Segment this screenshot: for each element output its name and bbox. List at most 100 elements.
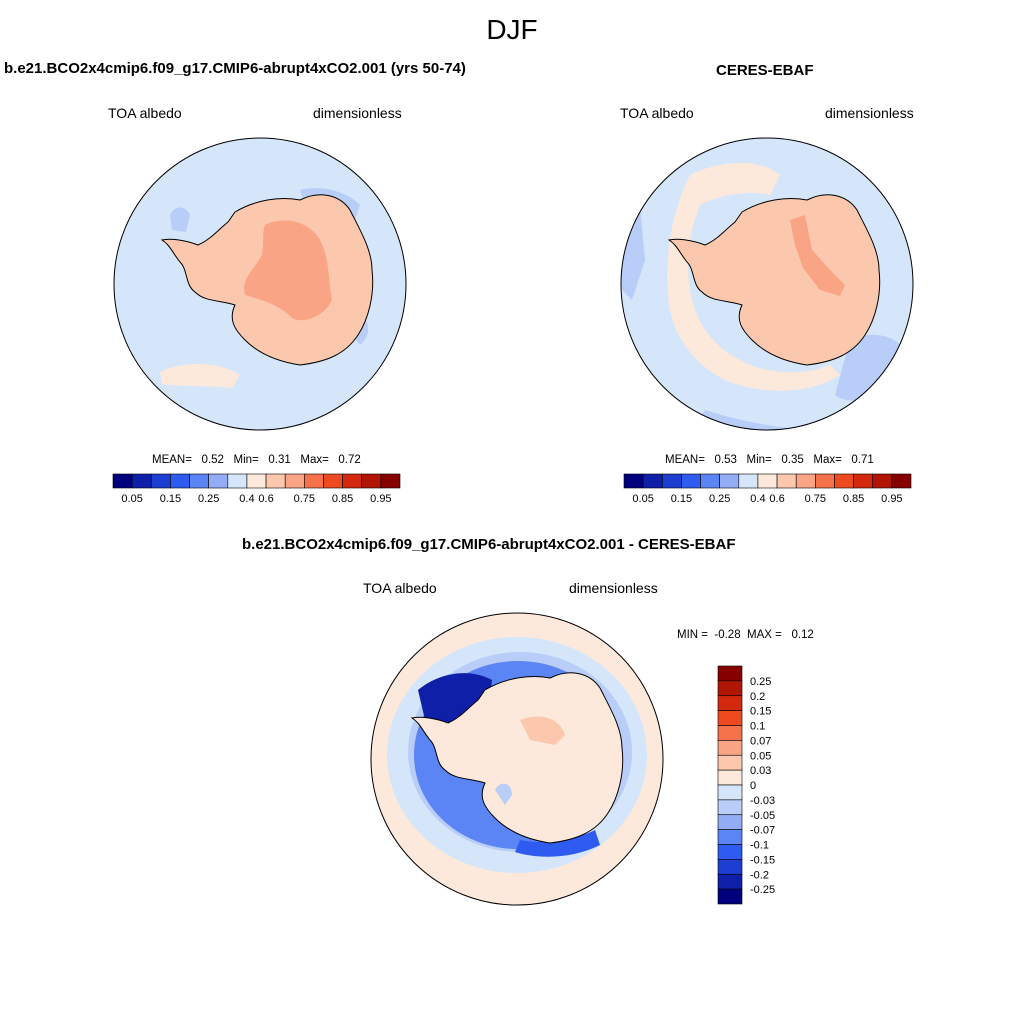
colorbar-model-swatch xyxy=(150,473,171,489)
colorbar-model-swatch xyxy=(265,473,286,489)
panel-3-variable: TOA albedo xyxy=(363,580,437,596)
colorbar-obs-swatch xyxy=(642,473,663,489)
panel-2-min: 0.35 xyxy=(781,454,804,466)
colorbar-diff-swatch xyxy=(717,740,743,756)
colorbar-diff-swatch xyxy=(717,680,743,697)
colorbar-model-swatch xyxy=(380,473,401,489)
colorbar-obs-swatch xyxy=(738,473,759,489)
colorbar-model-swatch xyxy=(361,473,382,489)
panel-1-units: dimensionless xyxy=(313,105,402,121)
panel-1-max-label: Max= xyxy=(300,454,329,466)
map-obs-ice-interior xyxy=(790,215,845,296)
colorbar-obs-tick-label: 0.05 xyxy=(632,493,653,505)
colorbar-obs-tick-label: 0.15 xyxy=(671,493,692,505)
figure-title: DJF xyxy=(486,14,538,45)
panel-1-max: 0.72 xyxy=(338,454,361,466)
panel-3-max-label: MAX = xyxy=(747,629,782,641)
colorbar-obs-tick-label: 0.85 xyxy=(843,493,864,505)
colorbar-model-tick-label: 0.15 xyxy=(160,493,181,505)
colorbar-obs-swatch xyxy=(872,473,893,489)
colorbar-diff-swatch xyxy=(717,829,743,845)
colorbar-diff-swatch xyxy=(717,784,743,801)
panel-2-max-label: Max= xyxy=(813,454,842,466)
panel-2-mean: 0.53 xyxy=(714,454,737,466)
map-obs-ice-sheet xyxy=(667,194,881,366)
colorbar-diff-swatch xyxy=(717,888,743,905)
colorbar-obs-swatch xyxy=(795,473,816,489)
map-model-ice-interior xyxy=(243,220,332,321)
colorbar-diff-tick-label: -0.15 xyxy=(750,854,775,866)
colorbar-diff-swatch xyxy=(717,710,743,726)
colorbar-diff-swatch xyxy=(717,799,743,816)
panel-1-mean-label: MEAN= xyxy=(152,454,192,466)
panel-1-min-label: Min= xyxy=(233,454,259,466)
colorbar-diff-tick-label: 0.07 xyxy=(750,735,771,747)
map-obs-seaice-south xyxy=(700,410,790,430)
panel-3-min-label: MIN = xyxy=(677,629,708,641)
colorbar-diff-tick-label: -0.25 xyxy=(750,884,775,896)
colorbar-model-swatch xyxy=(304,473,324,489)
colorbar-diff-swatch xyxy=(717,844,743,860)
colorbar-obs-tick-label: 0.95 xyxy=(881,493,902,505)
colorbar-model-tick-label: 0.25 xyxy=(198,493,219,505)
colorbar-diff-tick-label: 0.05 xyxy=(750,750,771,762)
colorbar-model-swatch xyxy=(131,473,152,489)
colorbar-model-swatch xyxy=(342,473,363,489)
colorbar-diff-tick-label: 0.1 xyxy=(750,721,765,733)
colorbar-model-tick-label: 0.95 xyxy=(370,493,391,505)
panel-3-units: dimensionless xyxy=(569,580,658,596)
colorbar-diff-tick-label: 0.25 xyxy=(750,676,771,688)
colorbar-obs-swatch xyxy=(700,473,720,489)
colorbar-diff-tick-label: -0.05 xyxy=(750,810,775,822)
colorbar-obs-swatch xyxy=(623,473,644,489)
map-model xyxy=(113,137,407,431)
colorbar-obs-swatch xyxy=(834,473,854,489)
map-diff-boundary xyxy=(370,612,664,906)
colorbar-diff-swatch xyxy=(717,769,743,786)
colorbar-model-swatch xyxy=(323,473,343,489)
colorbar-obs-swatch xyxy=(815,473,835,489)
map-diff-interior-warm xyxy=(520,716,565,745)
map-diff-ice-sheet xyxy=(410,672,624,844)
colorbar-model-swatch xyxy=(246,473,267,489)
colorbar-model-swatch xyxy=(208,473,229,489)
colorbar-obs-tick-label: 0.6 xyxy=(769,493,784,505)
colorbar-obs-swatch xyxy=(757,473,778,489)
map-obs-warm-ring xyxy=(667,162,840,391)
colorbar-diff-swatch xyxy=(717,665,743,682)
colorbar-obs-tick-label: 0.4 xyxy=(750,493,765,505)
panel-1-variable: TOA albedo xyxy=(108,105,182,121)
colorbar-obs-swatch xyxy=(681,473,701,489)
colorbar-obs-swatch xyxy=(776,473,797,489)
panel-3-title: b.e21.BCO2x4cmip6.f09_g17.CMIP6-abrupt4x… xyxy=(242,536,736,553)
panel-2-min-label: Min= xyxy=(746,454,772,466)
colorbar-diff-tick-label: -0.1 xyxy=(750,840,769,852)
map-obs-seaice-se xyxy=(835,334,905,401)
panel-2-units: dimensionless xyxy=(825,105,914,121)
colorbar-model-tick-label: 0.4 xyxy=(239,493,254,505)
map-model-warm-patch xyxy=(160,364,240,388)
colorbar-diff-tick-label: 0.03 xyxy=(750,765,771,777)
map-obs xyxy=(620,137,914,431)
panel-3-min: -0.28 xyxy=(714,629,741,641)
panel-2-mean-label: MEAN= xyxy=(665,454,705,466)
panel-3-stats: MIN = -0.28 MAX = 0.12 xyxy=(677,629,814,641)
colorbar-model-tick-label: 0.75 xyxy=(294,493,315,505)
colorbar-model-swatch xyxy=(227,473,248,489)
map-diff-ice-shelf-patch xyxy=(495,783,512,805)
panel-1-mean: 0.52 xyxy=(201,454,224,466)
colorbar-model-swatch xyxy=(170,473,190,489)
colorbar-diff-tick-label: -0.2 xyxy=(750,869,769,881)
map-model-boundary xyxy=(113,137,407,431)
colorbar-model-swatch xyxy=(112,473,133,489)
colorbar-obs-swatch xyxy=(719,473,740,489)
colorbar-model: 0.05 0.15 0.25 0.4 0.6 0.75 0.85 0.95 xyxy=(112,473,401,505)
panel-1-min: 0.31 xyxy=(268,454,291,466)
colorbar-diff-swatch xyxy=(717,814,743,830)
colorbar-diff: 0.25 0.2 0.15 0.1 0.07 0.05 0.03 0 -0.03 -0.05 -0.… xyxy=(717,665,775,905)
colorbar-obs-swatch xyxy=(891,473,912,489)
colorbar-diff-tick-label: 0.2 xyxy=(750,691,765,703)
colorbar-model-tick-label: 0.6 xyxy=(258,493,273,505)
panel-2-title: CERES-EBAF xyxy=(716,62,814,79)
